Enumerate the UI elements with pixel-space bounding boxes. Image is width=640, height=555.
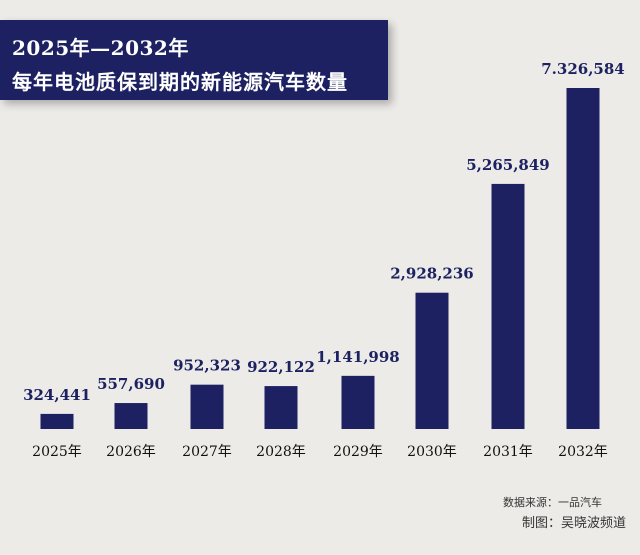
bar-7 bbox=[566, 88, 600, 429]
value-label-1: 557,690 bbox=[97, 375, 165, 393]
maker-note: 制图：吴晓波频道 bbox=[521, 516, 626, 531]
category-label-5: 2030年 bbox=[407, 444, 457, 460]
category-label-4: 2029年 bbox=[333, 444, 383, 460]
chart-title-years: 2025年—2032年 bbox=[12, 36, 189, 60]
bar-2 bbox=[190, 384, 224, 429]
category-label-3: 2028年 bbox=[256, 444, 306, 460]
bar-4 bbox=[341, 375, 375, 429]
bar-5 bbox=[415, 292, 449, 429]
category-label-1: 2026年 bbox=[106, 444, 156, 460]
category-label-0: 2025年 bbox=[32, 444, 82, 460]
value-label-3: 922,122 bbox=[247, 358, 315, 376]
value-label-2: 952,323 bbox=[173, 357, 241, 375]
bar-6 bbox=[491, 183, 525, 429]
value-label-5: 2,928,236 bbox=[390, 265, 474, 283]
bar-1 bbox=[114, 403, 148, 429]
value-label-4: 1,141,998 bbox=[316, 348, 400, 366]
category-label-2: 2027年 bbox=[182, 444, 232, 460]
title-banner: 2025年—2032年 每年电池质保到期的新能源汽车数量 bbox=[0, 20, 388, 100]
value-label-6: 5,265,849 bbox=[466, 156, 550, 174]
source-note: 数据来源：一品汽车 bbox=[503, 496, 602, 509]
category-label-6: 2031年 bbox=[483, 444, 533, 460]
value-label-7: 7.326,584 bbox=[541, 60, 625, 78]
bar-0 bbox=[40, 413, 74, 429]
bar-3 bbox=[264, 386, 298, 429]
value-label-0: 324,441 bbox=[23, 386, 91, 404]
category-label-7: 2032年 bbox=[558, 444, 608, 460]
chart-title: 每年电池质保到期的新能源汽车数量 bbox=[12, 70, 348, 94]
